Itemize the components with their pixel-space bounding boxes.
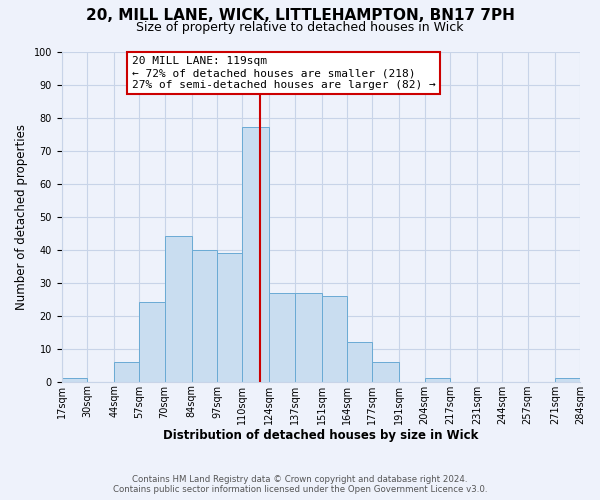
Bar bbox=[192, 250, 217, 382]
Bar bbox=[347, 342, 372, 382]
Text: 20 MILL LANE: 119sqm
← 72% of detached houses are smaller (218)
27% of semi-deta: 20 MILL LANE: 119sqm ← 72% of detached h… bbox=[131, 56, 436, 90]
Text: Size of property relative to detached houses in Wick: Size of property relative to detached ho… bbox=[136, 21, 464, 34]
Bar bbox=[425, 378, 450, 382]
Bar bbox=[269, 292, 295, 382]
Bar bbox=[242, 128, 269, 382]
Bar bbox=[322, 296, 347, 382]
Text: Contains HM Land Registry data © Crown copyright and database right 2024.
Contai: Contains HM Land Registry data © Crown c… bbox=[113, 474, 487, 494]
Bar bbox=[372, 362, 400, 382]
Bar bbox=[139, 302, 164, 382]
Bar bbox=[164, 236, 192, 382]
Bar bbox=[555, 378, 580, 382]
Bar bbox=[295, 292, 322, 382]
Bar bbox=[114, 362, 139, 382]
Bar bbox=[217, 253, 242, 382]
X-axis label: Distribution of detached houses by size in Wick: Distribution of detached houses by size … bbox=[163, 430, 479, 442]
Bar bbox=[62, 378, 87, 382]
Text: 20, MILL LANE, WICK, LITTLEHAMPTON, BN17 7PH: 20, MILL LANE, WICK, LITTLEHAMPTON, BN17… bbox=[86, 8, 514, 22]
Y-axis label: Number of detached properties: Number of detached properties bbox=[15, 124, 28, 310]
